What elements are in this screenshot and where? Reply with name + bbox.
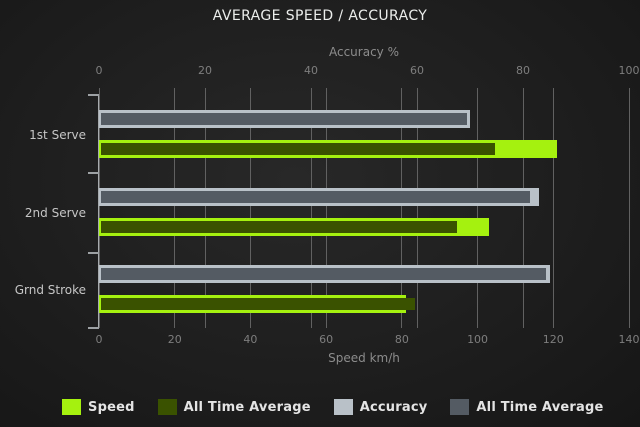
bottom-gridline	[249, 88, 251, 328]
accuracy-swatch	[333, 399, 353, 415]
bottom-axis-tick-label: 120	[542, 333, 564, 346]
bottom-gridline	[552, 88, 554, 328]
bottom-axis-tick-label: 140	[618, 333, 640, 346]
top-gridline	[310, 88, 312, 328]
category-label-grnd-stroke: Grnd Stroke	[14, 283, 86, 297]
bottom-axis-title: Speed km/h	[328, 351, 400, 365]
bar-all-time-average-2nd-serve	[101, 191, 531, 203]
top-gridline	[416, 88, 418, 328]
y-axis-tick	[88, 172, 99, 174]
legend-item-accuracy-all-time-average: All Time Average	[450, 399, 603, 415]
bottom-axis-tick-label: 40	[243, 333, 258, 346]
bar-all-time-average-1st-serve	[101, 113, 467, 125]
bar-all-time-average-2nd-serve	[101, 221, 457, 233]
top-gridline	[522, 88, 524, 328]
category-label-2nd-serve: 2nd Serve	[24, 206, 86, 220]
bottom-gridline	[628, 88, 630, 328]
top-axis-tick-label: 60	[410, 64, 424, 77]
legend-item-accuracy: Accuracy	[333, 399, 428, 415]
legend-item-speed: Speed	[62, 399, 135, 415]
bottom-gridline	[325, 88, 327, 328]
legend: Speed All Time Average Accuracy All Time…	[62, 397, 604, 417]
legend-label: Accuracy	[359, 399, 428, 415]
top-axis-tick-label: 0	[95, 64, 103, 77]
top-axis-title: Accuracy %	[328, 45, 399, 59]
bar-all-time-average-grnd-stroke	[101, 268, 547, 280]
bottom-axis-tick-label: 0	[95, 333, 103, 346]
top-axis-tick-label: 20	[198, 64, 212, 77]
top-axis-tick-label: 80	[516, 64, 530, 77]
legend-item-speed-all-time-average: All Time Average	[157, 399, 311, 415]
bottom-gridline	[174, 88, 176, 328]
legend-label: Speed	[88, 399, 135, 415]
category-label-1st-serve: 1st Serve	[29, 128, 86, 142]
bottom-axis-tick-label: 80	[394, 333, 409, 346]
bottom-gridline	[401, 88, 403, 328]
top-gridline	[204, 88, 206, 328]
top-axis-tick-label: 40	[304, 64, 318, 77]
y-axis-tick	[88, 252, 99, 254]
bottom-gridline	[98, 88, 100, 328]
speed-swatch	[62, 399, 81, 415]
y-axis-tick	[88, 327, 99, 329]
bottom-axis-tick-label: 20	[167, 333, 182, 346]
legend-label: All Time Average	[183, 399, 311, 415]
bottom-axis-tick-label: 100	[467, 333, 489, 346]
bar-all-time-average-grnd-stroke	[101, 298, 416, 310]
accuracy-all-time-average-swatch	[450, 399, 470, 415]
bottom-axis-tick-label: 60	[319, 333, 334, 346]
y-axis-tick	[88, 94, 99, 96]
top-axis-tick-label: 100	[618, 64, 640, 77]
bottom-gridline	[477, 88, 479, 328]
speed-all-time-average-swatch	[157, 399, 177, 415]
legend-label: All Time Average	[476, 399, 604, 415]
chart-title: AVERAGE SPEED / ACCURACY	[212, 8, 428, 24]
bar-all-time-average-1st-serve	[101, 143, 495, 155]
